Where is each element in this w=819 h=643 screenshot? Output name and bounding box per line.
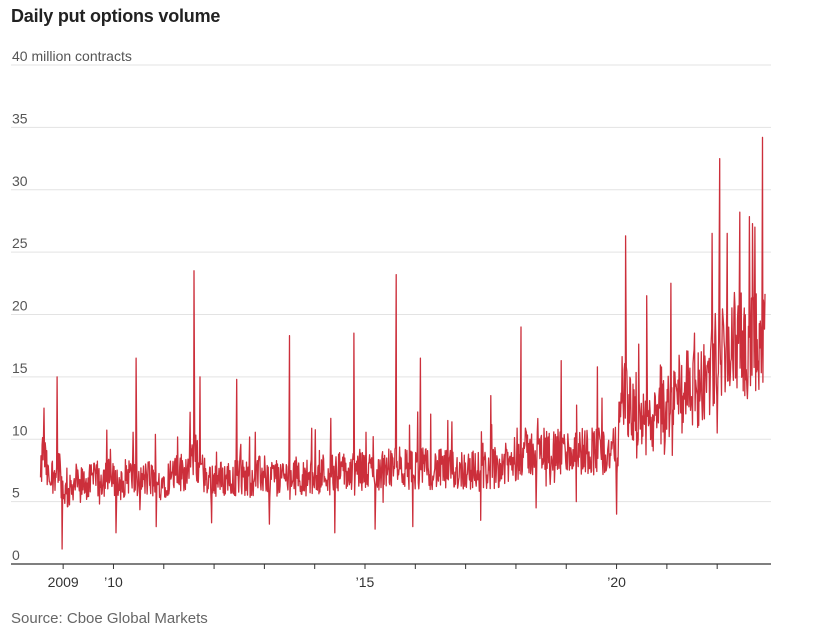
y-tick-label-30: 30 (12, 173, 28, 189)
x-tick-label-2009: 2009 (48, 574, 79, 590)
y-tick-label-10: 10 (12, 422, 28, 438)
y-tick-label-25: 25 (12, 235, 28, 251)
gridlines (11, 64, 771, 503)
y-tick-label-5: 5 (12, 485, 20, 501)
x-tick-label-2010: ’10 (104, 574, 123, 590)
chart-title: Daily put options volume (11, 6, 221, 26)
x-tick-label-2015: ’15 (356, 574, 375, 590)
x-tick-label-2020: ’20 (607, 574, 626, 590)
y-tick-label-0: 0 (12, 547, 20, 563)
x-axis-ticks: 2009 ’10 ’15 ’20 (48, 564, 718, 590)
y-tick-label-40: 40 million contracts (12, 48, 132, 64)
y-tick-label-15: 15 (12, 360, 28, 376)
y-tick-label-35: 35 (12, 110, 28, 126)
series-put-volume (39, 136, 766, 550)
source-note: Source: Cboe Global Markets (11, 610, 208, 627)
y-tick-label-20: 20 (12, 298, 28, 314)
series-line (39, 136, 766, 550)
y-axis-ticks: 0 5 10 15 20 25 30 35 40 million contracts (12, 48, 132, 563)
